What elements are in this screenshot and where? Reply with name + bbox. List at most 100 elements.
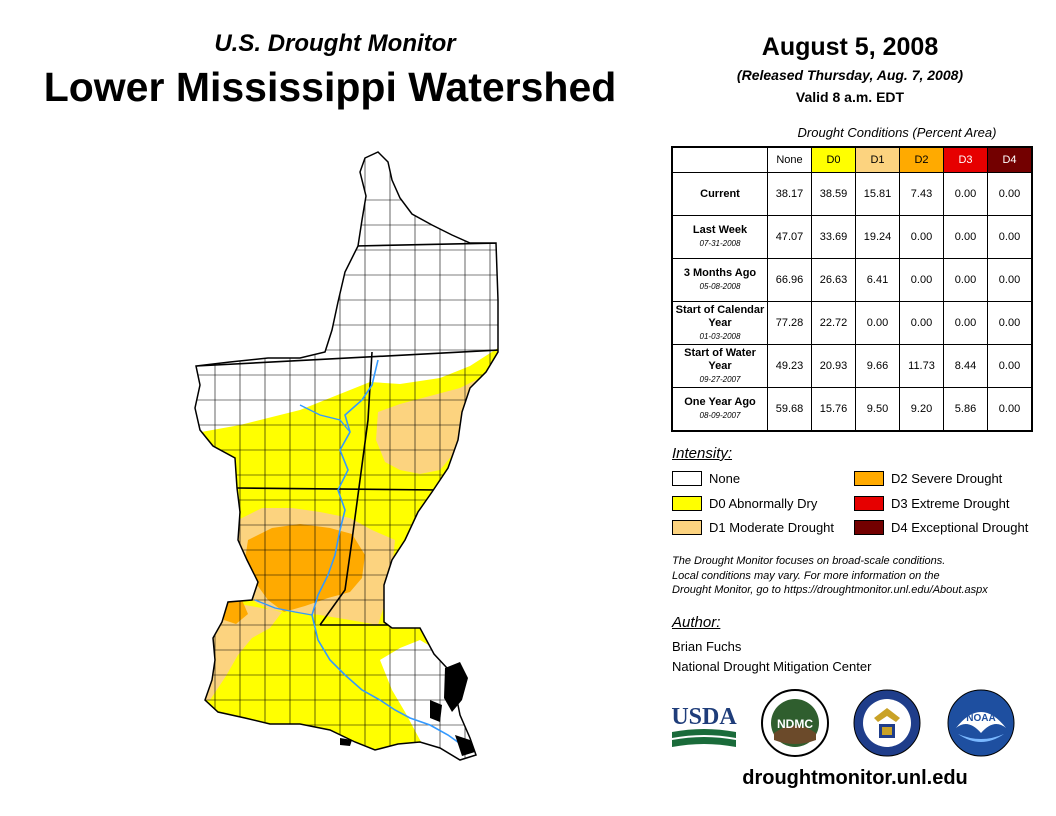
row-label: 3 Months Ago 05-08-2008	[671, 258, 768, 302]
table-row: Start of Calendar Year 01-03-2008 77.28 22.…	[671, 301, 1033, 345]
row-label: Start of Calendar Year 01-03-2008	[671, 301, 768, 345]
author-name: Brian Fuchs	[672, 639, 742, 654]
table-row: Current 38.17 38.59 15.81 7.43 0.00 0.00	[671, 172, 1033, 216]
note-line-2: Local conditions may vary. For more info…	[672, 569, 940, 582]
legend-item-none: None	[672, 471, 740, 486]
author-block: Brian Fuchs National Drought Mitigation …	[672, 637, 871, 677]
cell-none: 77.28	[767, 301, 812, 345]
cell-d4: 0.00	[987, 258, 1033, 302]
legend-item-d0: D0 Abnormally Dry	[672, 496, 817, 511]
author-heading: Author:	[672, 614, 721, 631]
cell-d1: 9.66	[855, 344, 900, 388]
header-blank	[672, 147, 768, 173]
note-line-1: The Drought Monitor focuses on broad-sca…	[672, 555, 946, 567]
table-row: Start of Water Year 09-27-2007 49.23 20.93 9…	[671, 344, 1033, 388]
row-date: 01-03-2008	[699, 331, 741, 341]
cell-d2: 11.73	[899, 344, 944, 388]
row-label-text: Current	[700, 187, 740, 200]
cell-none: 66.96	[767, 258, 812, 302]
cell-d3: 5.86	[943, 387, 988, 432]
legend-item-d3: D3 Extreme Drought	[854, 496, 1010, 511]
cell-d1: 15.81	[855, 172, 900, 216]
cell-d3: 0.00	[943, 215, 988, 259]
usda-logo-text: USDA	[671, 704, 737, 730]
legend-swatch-d1	[672, 520, 702, 535]
row-date: 07-31-2008	[699, 239, 741, 248]
cell-d0: 15.76	[811, 387, 856, 432]
cell-none: 59.68	[767, 387, 812, 432]
cell-none: 49.23	[767, 344, 812, 388]
cell-d0: 26.63	[811, 258, 856, 302]
row-date: 08-09-2007	[699, 411, 741, 420]
cell-d4: 0.00	[987, 172, 1033, 216]
cell-d1: 0.00	[855, 301, 900, 345]
legend-item-d4: D4 Exceptional Drought	[854, 520, 1028, 535]
cell-none: 47.07	[767, 215, 812, 259]
legend-swatch-d0	[672, 496, 702, 511]
arkansas-river	[299, 404, 351, 433]
cell-d2: 9.20	[899, 387, 944, 432]
note-line-3: Drought Monitor, go to https://droughtmo…	[672, 584, 988, 596]
cell-d3: 0.00	[943, 172, 988, 216]
noaa-logo-text: NOAA	[966, 713, 995, 724]
legend-label-d3: D3 Extreme Drought	[891, 496, 1010, 511]
mississippi-river	[311, 359, 463, 746]
cell-d3: 0.00	[943, 258, 988, 302]
valid-date: August 5, 2008	[761, 33, 939, 61]
legend-item-d2: D2 Severe Drought	[854, 471, 1002, 486]
cell-d4: 0.00	[987, 301, 1033, 345]
cell-d4: 0.00	[987, 387, 1033, 432]
cell-d2: 0.00	[899, 301, 944, 345]
cell-d0: 33.69	[811, 215, 856, 259]
cell-d1: 19.24	[855, 215, 900, 259]
legend-swatch-d3	[854, 496, 884, 511]
legend-label-d2: D2 Severe Drought	[891, 471, 1003, 486]
commerce-seal-logo	[853, 689, 921, 757]
cell-d1: 6.41	[855, 258, 900, 302]
drought-map	[194, 151, 499, 761]
legend-label-d0: D0 Abnormally Dry	[709, 496, 818, 511]
table-header-row: None D0 D1 D2 D3 D4	[672, 146, 1033, 173]
cell-d0: 20.93	[811, 344, 856, 388]
ndmc-logo: NDMC	[761, 689, 829, 757]
header-none: None	[767, 146, 812, 173]
row-label-text: Last Week	[692, 224, 748, 236]
cell-d2: 0.00	[899, 258, 944, 302]
cell-d4: 0.00	[987, 344, 1033, 388]
cell-d3: 8.44	[943, 344, 988, 388]
cell-d3: 0.00	[943, 301, 988, 345]
row-label: Last Week 07-31-2008	[671, 215, 768, 259]
legend-label-d1: D1 Moderate Drought	[709, 520, 835, 535]
website-url[interactable]: droughtmonitor.unl.edu	[742, 767, 968, 789]
row-label: Current	[671, 172, 768, 216]
legend-swatch-d4	[854, 520, 884, 535]
legend-label-none: None	[709, 471, 741, 486]
cell-d1: 9.50	[855, 387, 900, 432]
cell-none: 38.17	[767, 172, 812, 216]
row-label-text: Start of Water Year	[684, 346, 756, 372]
disclaimer-note: The Drought Monitor focuses on broad-sca…	[672, 554, 1012, 598]
legend-label-d4: D4 Exceptional Drought	[891, 520, 1029, 535]
usda-logo: USDA	[671, 704, 737, 747]
ndmc-logo-text: NDMC	[777, 717, 813, 731]
author-org: National Drought Mitigation Center	[672, 659, 872, 674]
row-label: One Year Ago 08-09-2007	[671, 387, 768, 432]
noaa-logo: NOAA	[947, 689, 1015, 757]
cell-d4: 0.00	[987, 215, 1033, 259]
row-label-text: One Year Ago	[684, 396, 756, 408]
valid-time: Valid 8 a.m. EDT	[795, 89, 905, 105]
row-label-text: Start of Calendar Year	[675, 303, 765, 329]
d2-region-west	[224, 600, 248, 624]
legend-title: Intensity:	[672, 445, 733, 462]
header-d2: D2	[899, 146, 944, 173]
release-date: (Released Thursday, Aug. 7, 2008)	[736, 67, 964, 83]
map-title: Lower Mississippi Watershed	[43, 64, 617, 110]
row-label: Start of Water Year 09-27-2007	[671, 344, 768, 388]
legend-swatch-d2	[854, 471, 884, 486]
cell-d0: 22.72	[811, 301, 856, 345]
table-caption: Drought Conditions (Percent Area)	[797, 125, 997, 140]
header-d4: D4	[987, 146, 1033, 173]
coastal-marsh	[340, 662, 475, 756]
map-subtitle: U.S. Drought Monitor	[214, 30, 456, 57]
legend-item-d1: D1 Moderate Drought	[672, 520, 834, 535]
